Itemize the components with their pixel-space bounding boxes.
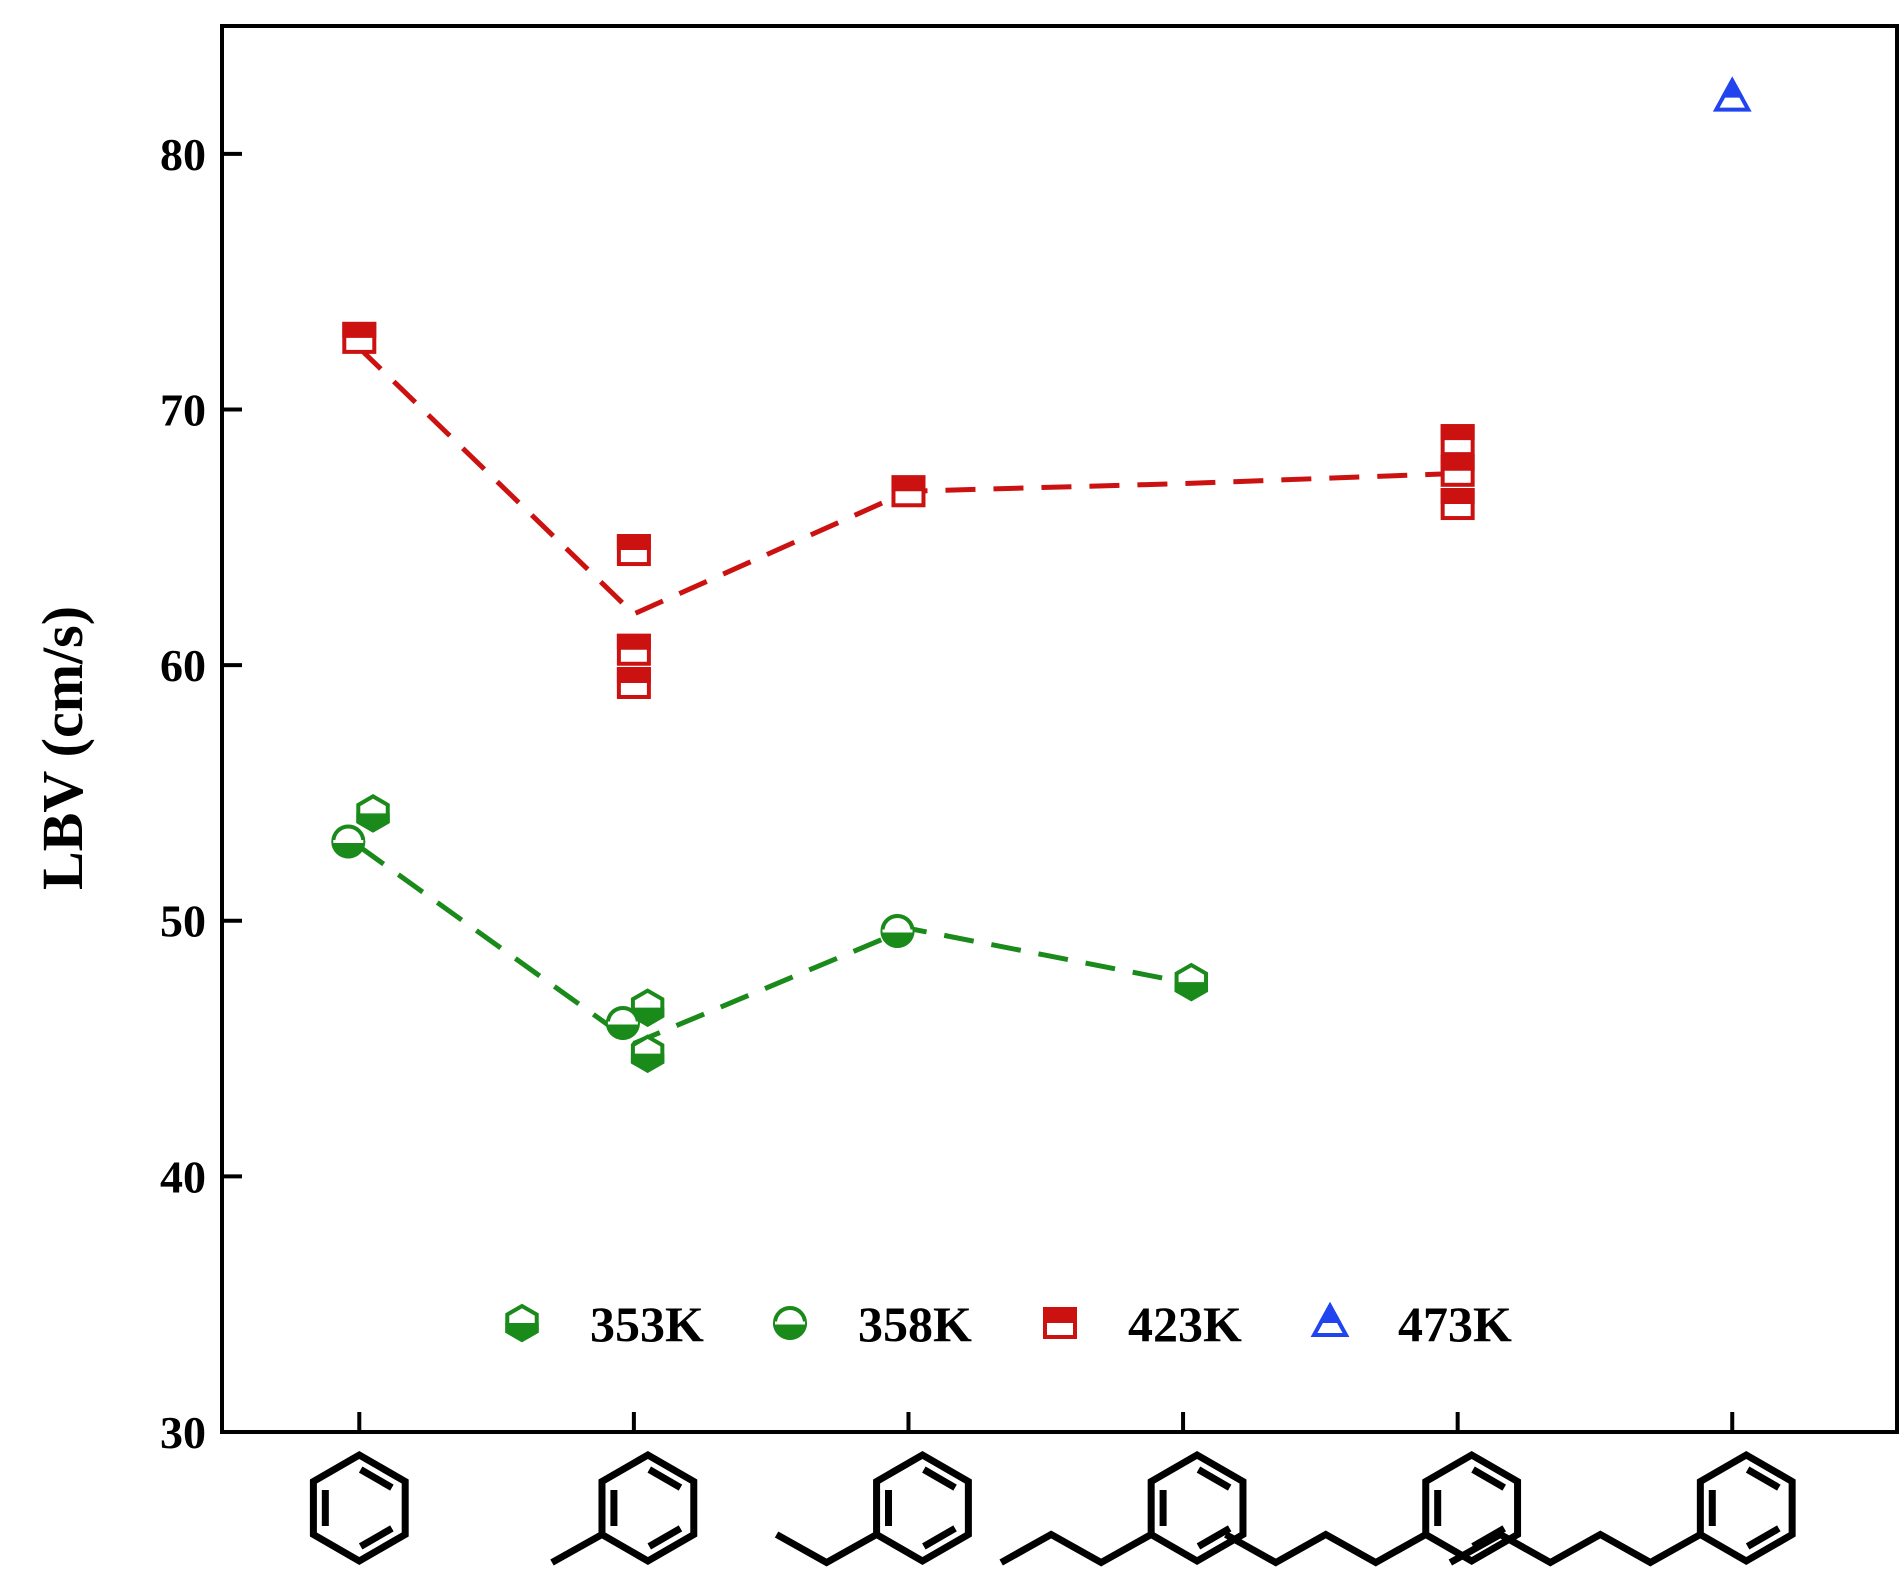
y-tick-label: 80 (160, 129, 206, 180)
double-bond (922, 1466, 957, 1491)
point-353K-fill (356, 813, 390, 833)
y-axis-label: LBV (cm/s) (30, 606, 95, 890)
x-axis-structures (309, 1450, 1796, 1567)
side-chain (550, 1531, 604, 1566)
point-358K-fill (331, 841, 366, 859)
point-423K-fill (616, 633, 651, 650)
point-423K (1440, 488, 1475, 521)
structure-icon (550, 1450, 698, 1566)
structure-icon (999, 1450, 1247, 1567)
legend-marker-473K-fill (1318, 1301, 1342, 1323)
point-358K-fill (880, 930, 915, 948)
point-423K (342, 321, 377, 354)
legend-marker-423K-fill (1043, 1307, 1077, 1323)
point-353K (630, 1034, 665, 1073)
legend: 353K 358K 423K 473K (505, 1296, 1512, 1352)
double-bond (1196, 1525, 1232, 1550)
double-bond (1196, 1466, 1232, 1491)
point-423K (616, 534, 651, 567)
data-points (331, 76, 1752, 1073)
point-423K-fill (616, 534, 651, 551)
y-tick-label: 40 (160, 1151, 206, 1202)
legend-label: 353K (590, 1296, 704, 1352)
structure-icon (309, 1450, 409, 1566)
double-bond (1745, 1525, 1781, 1550)
point-423K-fill (891, 475, 926, 492)
side-chain (1224, 1530, 1428, 1567)
side-chain (999, 1530, 1153, 1567)
structure-icon (774, 1450, 972, 1567)
legend-label: 473K (1398, 1296, 1512, 1352)
legend-marker-358K-fill (773, 1323, 807, 1340)
benzene-ring (1422, 1450, 1522, 1566)
fit-line (357, 844, 1184, 1047)
double-bond (1471, 1466, 1506, 1491)
point-423K-fill (1440, 454, 1475, 471)
legend-marker-353K (505, 1303, 539, 1343)
axes: 30 40 50 60 70 80 (160, 24, 1899, 1458)
point-423K (616, 666, 651, 699)
y-tick-label: 70 (160, 384, 206, 435)
y-tick-label: 30 (160, 1407, 206, 1458)
double-bond (922, 1525, 957, 1550)
point-353K-fill (630, 1053, 665, 1073)
point-353K-fill (1174, 982, 1209, 1002)
double-bond (358, 1466, 394, 1491)
legend-marker-473K (1310, 1301, 1350, 1337)
benzene-ring (1147, 1450, 1247, 1566)
benzene-ring (1696, 1450, 1796, 1566)
point-423K-fill (616, 666, 651, 683)
legend-label: 423K (1128, 1296, 1242, 1352)
benzene-ring (598, 1450, 698, 1566)
point-353K (356, 794, 390, 833)
point-423K (1440, 424, 1475, 457)
benzene-ring (309, 1450, 409, 1566)
point-358K-fill (605, 1022, 640, 1040)
legend-marker-358K (773, 1306, 807, 1340)
y-tick-label: 50 (160, 896, 206, 947)
side-chain (1448, 1530, 1703, 1567)
point-423K-fill (342, 321, 377, 338)
double-bond (1745, 1466, 1781, 1491)
y-tick-label: 60 (160, 640, 206, 691)
point-473K-fill (1720, 76, 1744, 98)
double-bond (647, 1466, 683, 1491)
point-353K (1174, 962, 1209, 1002)
point-423K (616, 633, 651, 666)
point-358K (605, 1005, 640, 1040)
legend-marker-423K (1043, 1307, 1077, 1339)
point-358K (331, 824, 366, 859)
point-423K (1440, 454, 1475, 487)
point-473K (1712, 76, 1752, 112)
point-358K (880, 913, 915, 948)
point-423K-fill (1440, 488, 1475, 505)
plot-frame (220, 24, 1899, 1434)
double-bond (647, 1525, 683, 1550)
legend-label: 358K (858, 1296, 972, 1352)
side-chain (774, 1531, 879, 1567)
point-423K (891, 475, 926, 508)
legend-marker-353K-fill (505, 1323, 539, 1343)
point-423K-fill (1440, 424, 1475, 441)
double-bond (358, 1525, 394, 1550)
structure-icon (1448, 1450, 1796, 1567)
benzene-ring (873, 1450, 972, 1566)
